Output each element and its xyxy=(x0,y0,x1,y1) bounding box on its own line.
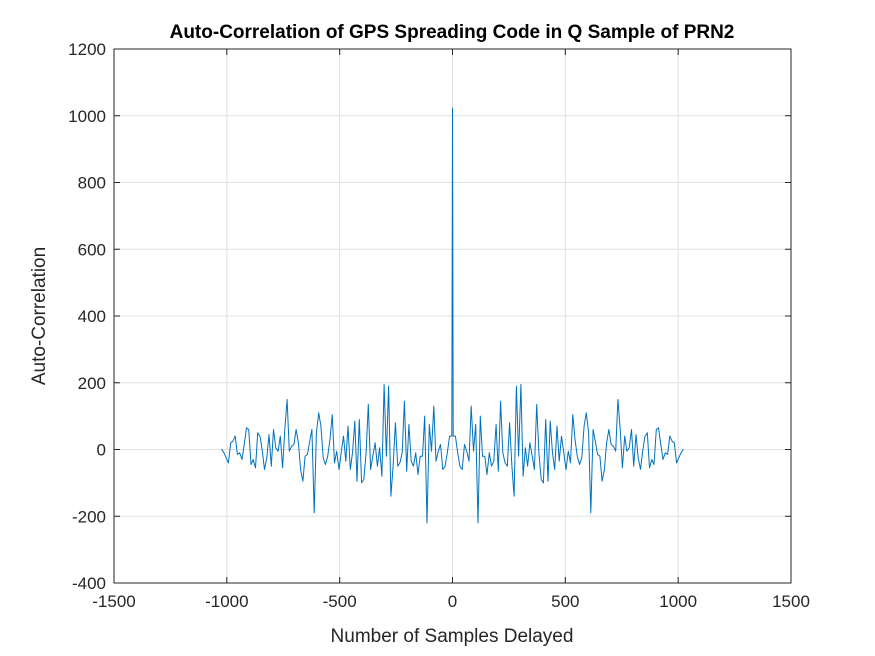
autocorrelation-series-line xyxy=(221,107,684,524)
x-tick-label: -500 xyxy=(323,592,357,611)
y-tick-label: -400 xyxy=(72,574,106,593)
y-tick-label: 0 xyxy=(97,441,106,460)
x-tick-labels: -1500 -1000 -500 0 500 1000 1500 xyxy=(92,592,810,611)
y-tick-label: 1000 xyxy=(68,107,106,126)
x-tick-label: 500 xyxy=(551,592,579,611)
x-tick-label: -1000 xyxy=(205,592,248,611)
x-axis-title: Number of Samples Delayed xyxy=(331,626,574,647)
y-tick-label: 400 xyxy=(78,307,106,326)
chart-title: Auto-Correlation of GPS Spreading Code i… xyxy=(170,22,735,43)
series-layer xyxy=(221,107,684,524)
y-tick-label: 800 xyxy=(78,174,106,193)
y-tick-label: -200 xyxy=(72,507,106,526)
y-tick-label: 600 xyxy=(78,240,106,259)
x-tick-label: 0 xyxy=(448,592,457,611)
y-tick-labels: -400 -200 0 200 400 600 800 1000 1200 xyxy=(68,40,106,593)
y-tick-label: 200 xyxy=(78,374,106,393)
y-axis-title: Auto-Correlation xyxy=(29,247,50,385)
x-tick-label: 1000 xyxy=(659,592,697,611)
x-tick-label: -1500 xyxy=(92,592,135,611)
x-tick-label: 1500 xyxy=(772,592,810,611)
tick-marks xyxy=(113,48,792,584)
y-tick-label: 1200 xyxy=(68,40,106,59)
